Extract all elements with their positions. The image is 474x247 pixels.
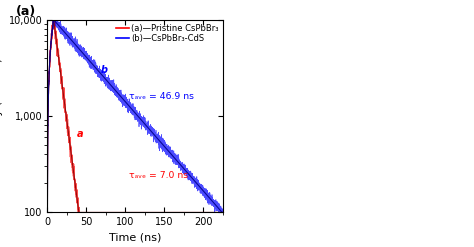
Text: b: b <box>100 65 108 75</box>
X-axis label: Time (ns): Time (ns) <box>109 233 161 243</box>
Text: a: a <box>77 129 83 140</box>
Text: (a): (a) <box>16 5 36 18</box>
Legend: (a)—Pristine CsPbBr₃, (b)—CsPbBr₃-CdS: (a)—Pristine CsPbBr₃, (b)—CsPbBr₃-CdS <box>116 24 219 43</box>
Text: τₐᵥₑ = 7.0 ns: τₐᵥₑ = 7.0 ns <box>129 171 188 180</box>
Y-axis label: PL Intensity (Counts): PL Intensity (Counts) <box>0 58 3 174</box>
Text: τₐᵥₑ = 46.9 ns: τₐᵥₑ = 46.9 ns <box>129 92 194 101</box>
